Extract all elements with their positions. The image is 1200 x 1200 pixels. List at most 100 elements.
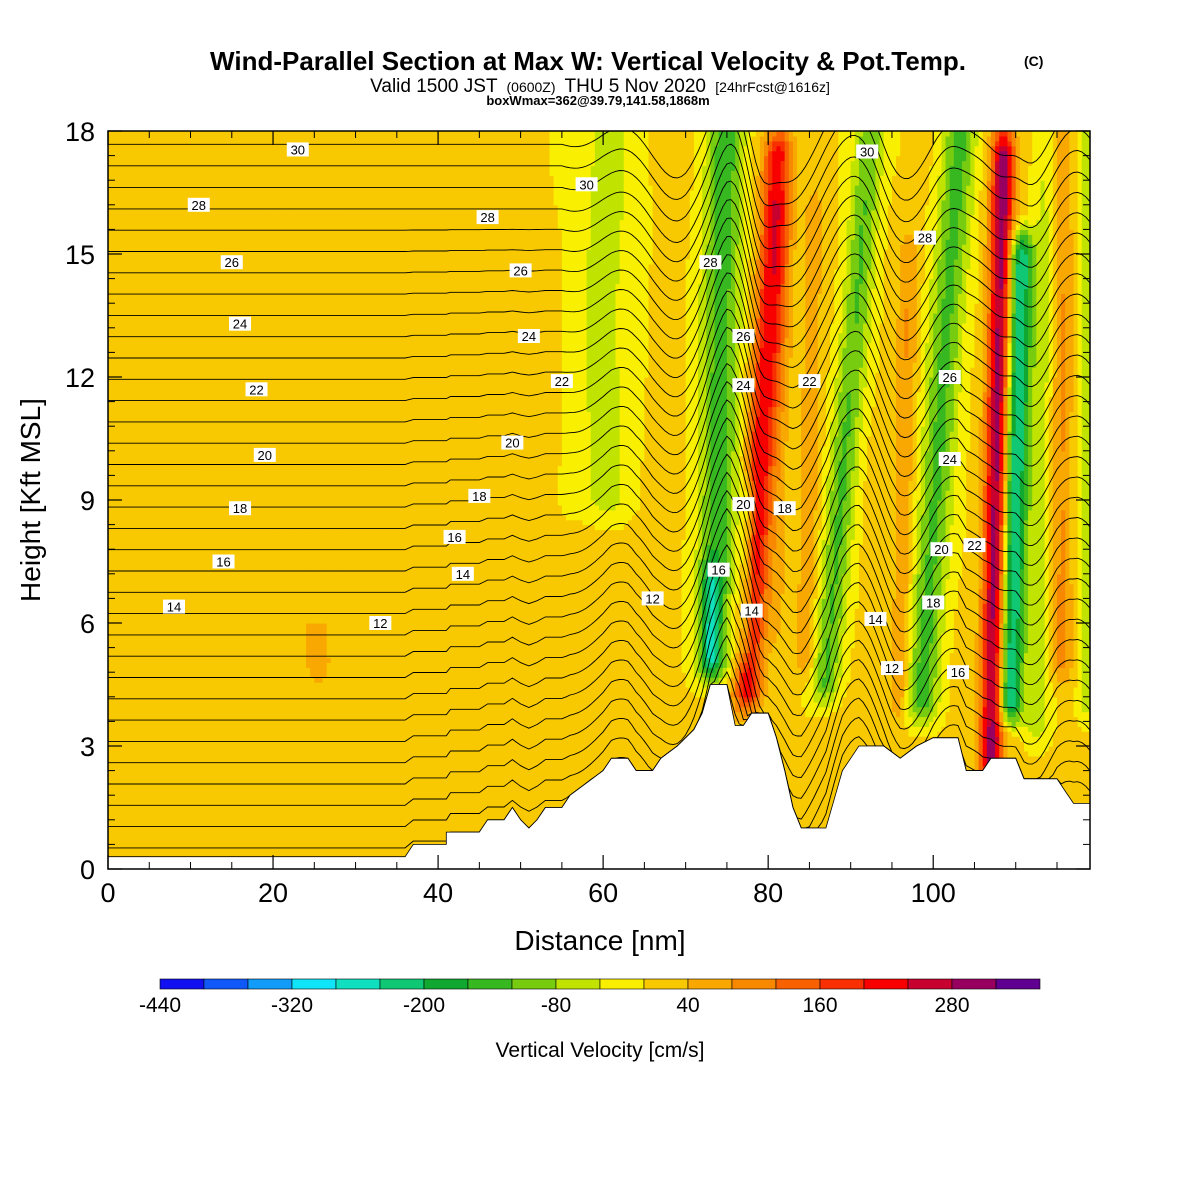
vv-cell — [223, 327, 229, 334]
vv-cell — [124, 490, 130, 496]
vv-cell — [116, 160, 121, 167]
vv-cell — [116, 583, 121, 590]
vv-cell — [207, 662, 212, 668]
vv-cell — [178, 317, 183, 324]
vv-cell — [178, 775, 183, 782]
vv-cell — [169, 529, 175, 536]
vv-cell — [231, 598, 237, 604]
vv-cell — [132, 790, 138, 796]
vv-cell — [240, 834, 245, 841]
vv-cell — [215, 524, 221, 531]
vv-cell — [145, 480, 150, 486]
vv-cell — [141, 480, 146, 486]
vv-cell — [194, 809, 200, 816]
vv-cell — [207, 347, 212, 353]
vv-cell — [120, 711, 126, 718]
vv-cell — [227, 165, 233, 171]
vv-cell — [227, 465, 233, 472]
vv-cell — [240, 224, 245, 230]
vv-cell — [174, 559, 179, 565]
vv-cell — [108, 637, 113, 644]
vv-cell — [219, 760, 225, 767]
vv-cell — [240, 578, 245, 585]
vv-cell — [116, 657, 121, 663]
vv-cell — [231, 539, 237, 545]
vv-cell — [116, 357, 121, 363]
vv-cell — [194, 593, 200, 599]
vv-cell — [145, 618, 150, 624]
vv-cell — [132, 190, 138, 196]
vv-cell — [124, 165, 130, 171]
vv-cell — [157, 440, 163, 447]
vv-cell — [141, 303, 146, 309]
vv-cell — [132, 785, 138, 791]
vv-cell — [141, 396, 146, 403]
vv-cell — [194, 234, 200, 240]
vv-cell — [149, 495, 154, 501]
vv-cell — [219, 706, 225, 713]
vv-cell — [215, 691, 221, 698]
vv-cell — [182, 406, 187, 413]
vv-cell — [132, 258, 138, 265]
vv-cell — [227, 573, 233, 580]
vv-cell — [190, 386, 196, 393]
vv-cell — [198, 140, 204, 147]
vv-cell — [112, 524, 117, 531]
vv-cell — [219, 406, 225, 413]
vv-cell — [174, 716, 179, 722]
vv-cell — [219, 608, 225, 614]
vv-cell — [161, 691, 167, 698]
vv-cell — [235, 677, 241, 683]
vv-cell — [227, 273, 233, 280]
vv-cell — [235, 834, 241, 841]
vv-cell — [149, 795, 154, 801]
vv-cell — [132, 677, 138, 683]
vv-cell — [219, 485, 225, 491]
vv-cell — [108, 824, 113, 831]
vv-cell — [153, 322, 159, 329]
vv-cell — [165, 199, 171, 206]
vv-cell — [174, 357, 179, 363]
vv-cell — [128, 849, 134, 855]
vv-cell — [182, 308, 187, 314]
vv-cell — [149, 578, 154, 585]
vv-cell — [190, 824, 196, 831]
vv-cell — [231, 381, 237, 388]
vv-cell — [165, 145, 171, 152]
vv-cell — [161, 716, 167, 722]
vv-cell — [120, 667, 126, 673]
vv-cell — [211, 278, 216, 285]
vv-cell — [128, 618, 134, 624]
vv-cell — [120, 800, 126, 806]
vv-cell — [149, 332, 154, 339]
vv-cell — [211, 293, 216, 299]
vv-cell — [169, 155, 175, 162]
vv-cell — [211, 426, 216, 432]
vv-cell — [124, 278, 130, 285]
vv-cell — [219, 682, 225, 688]
vv-cell — [145, 440, 150, 447]
vv-cell — [198, 755, 204, 762]
vv-cell — [215, 377, 221, 383]
vv-cell — [161, 839, 167, 845]
vv-cell — [108, 519, 113, 526]
vv-cell — [211, 436, 216, 442]
vv-cell — [112, 391, 117, 398]
vv-cell — [194, 219, 200, 226]
vv-cell — [190, 795, 196, 801]
vv-cell — [202, 308, 208, 314]
vv-cell — [145, 450, 150, 457]
vv-cell — [202, 470, 208, 476]
vv-cell — [198, 627, 204, 634]
vv-cell — [186, 829, 192, 836]
vv-cell — [128, 632, 134, 639]
vv-cell — [240, 554, 245, 560]
vv-cell — [108, 367, 113, 373]
vv-cell — [169, 234, 175, 240]
vv-cell — [174, 391, 179, 398]
vv-cell — [153, 746, 159, 752]
vv-cell — [198, 165, 204, 171]
vv-cell — [161, 554, 167, 560]
vv-cell — [136, 780, 142, 786]
vv-cell — [190, 426, 196, 432]
